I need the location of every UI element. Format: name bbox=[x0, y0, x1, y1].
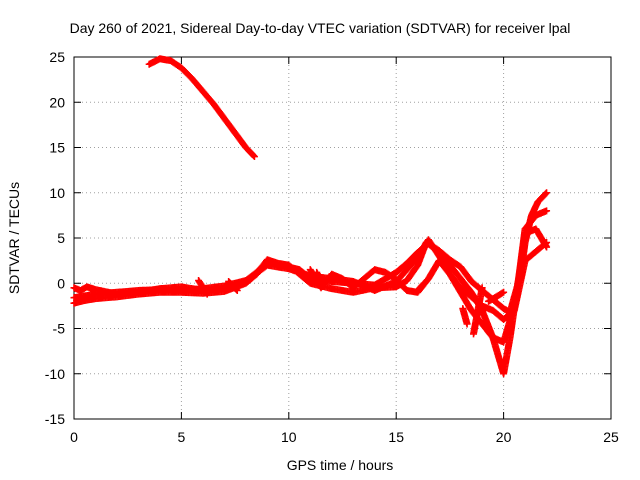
grid-lines bbox=[74, 57, 611, 419]
y-tick-label: -5 bbox=[53, 321, 66, 337]
data-point bbox=[543, 207, 551, 215]
x-axis-label: GPS time / hours bbox=[287, 457, 394, 473]
x-tick-labels: 0 5 10 15 20 25 bbox=[70, 429, 619, 445]
x-tick-label: 0 bbox=[70, 429, 78, 445]
axis-ticks bbox=[73, 56, 612, 420]
y-tick-label: 15 bbox=[49, 140, 65, 156]
data-point bbox=[203, 290, 211, 298]
data-point bbox=[233, 286, 241, 294]
y-axis-label: SDTVAR / TECUs bbox=[6, 182, 22, 294]
x-tick-label: 5 bbox=[178, 429, 186, 445]
data-point bbox=[478, 284, 486, 292]
chart-title: Day 260 of 2021, Sidereal Day-to-day VTE… bbox=[70, 20, 571, 36]
y-tick-label: 0 bbox=[57, 275, 65, 291]
data-point bbox=[420, 279, 428, 287]
y-tick-labels: -15 -10 -5 0 5 10 15 20 25 bbox=[45, 49, 65, 427]
data-point bbox=[250, 153, 258, 161]
data-point bbox=[543, 189, 551, 197]
y-tick-label: 10 bbox=[49, 185, 65, 201]
x-tick-label: 20 bbox=[496, 429, 512, 445]
y-tick-label: -15 bbox=[45, 411, 65, 427]
data-point bbox=[419, 280, 427, 288]
data-point bbox=[500, 288, 508, 296]
data-point bbox=[319, 282, 327, 290]
data-point bbox=[542, 190, 550, 198]
data-point bbox=[463, 320, 471, 328]
y-tick-label: -10 bbox=[45, 366, 65, 382]
x-tick-label: 25 bbox=[603, 429, 619, 445]
y-tick-label: 25 bbox=[49, 49, 65, 65]
x-tick-label: 15 bbox=[388, 429, 404, 445]
data-point bbox=[232, 285, 240, 293]
y-tick-label: 5 bbox=[57, 230, 65, 246]
data-point bbox=[543, 239, 551, 247]
data-point bbox=[249, 152, 257, 160]
y-tick-label: 20 bbox=[49, 94, 65, 110]
x-tick-label: 10 bbox=[281, 429, 297, 445]
data-point bbox=[541, 239, 549, 247]
data-points bbox=[70, 55, 551, 378]
